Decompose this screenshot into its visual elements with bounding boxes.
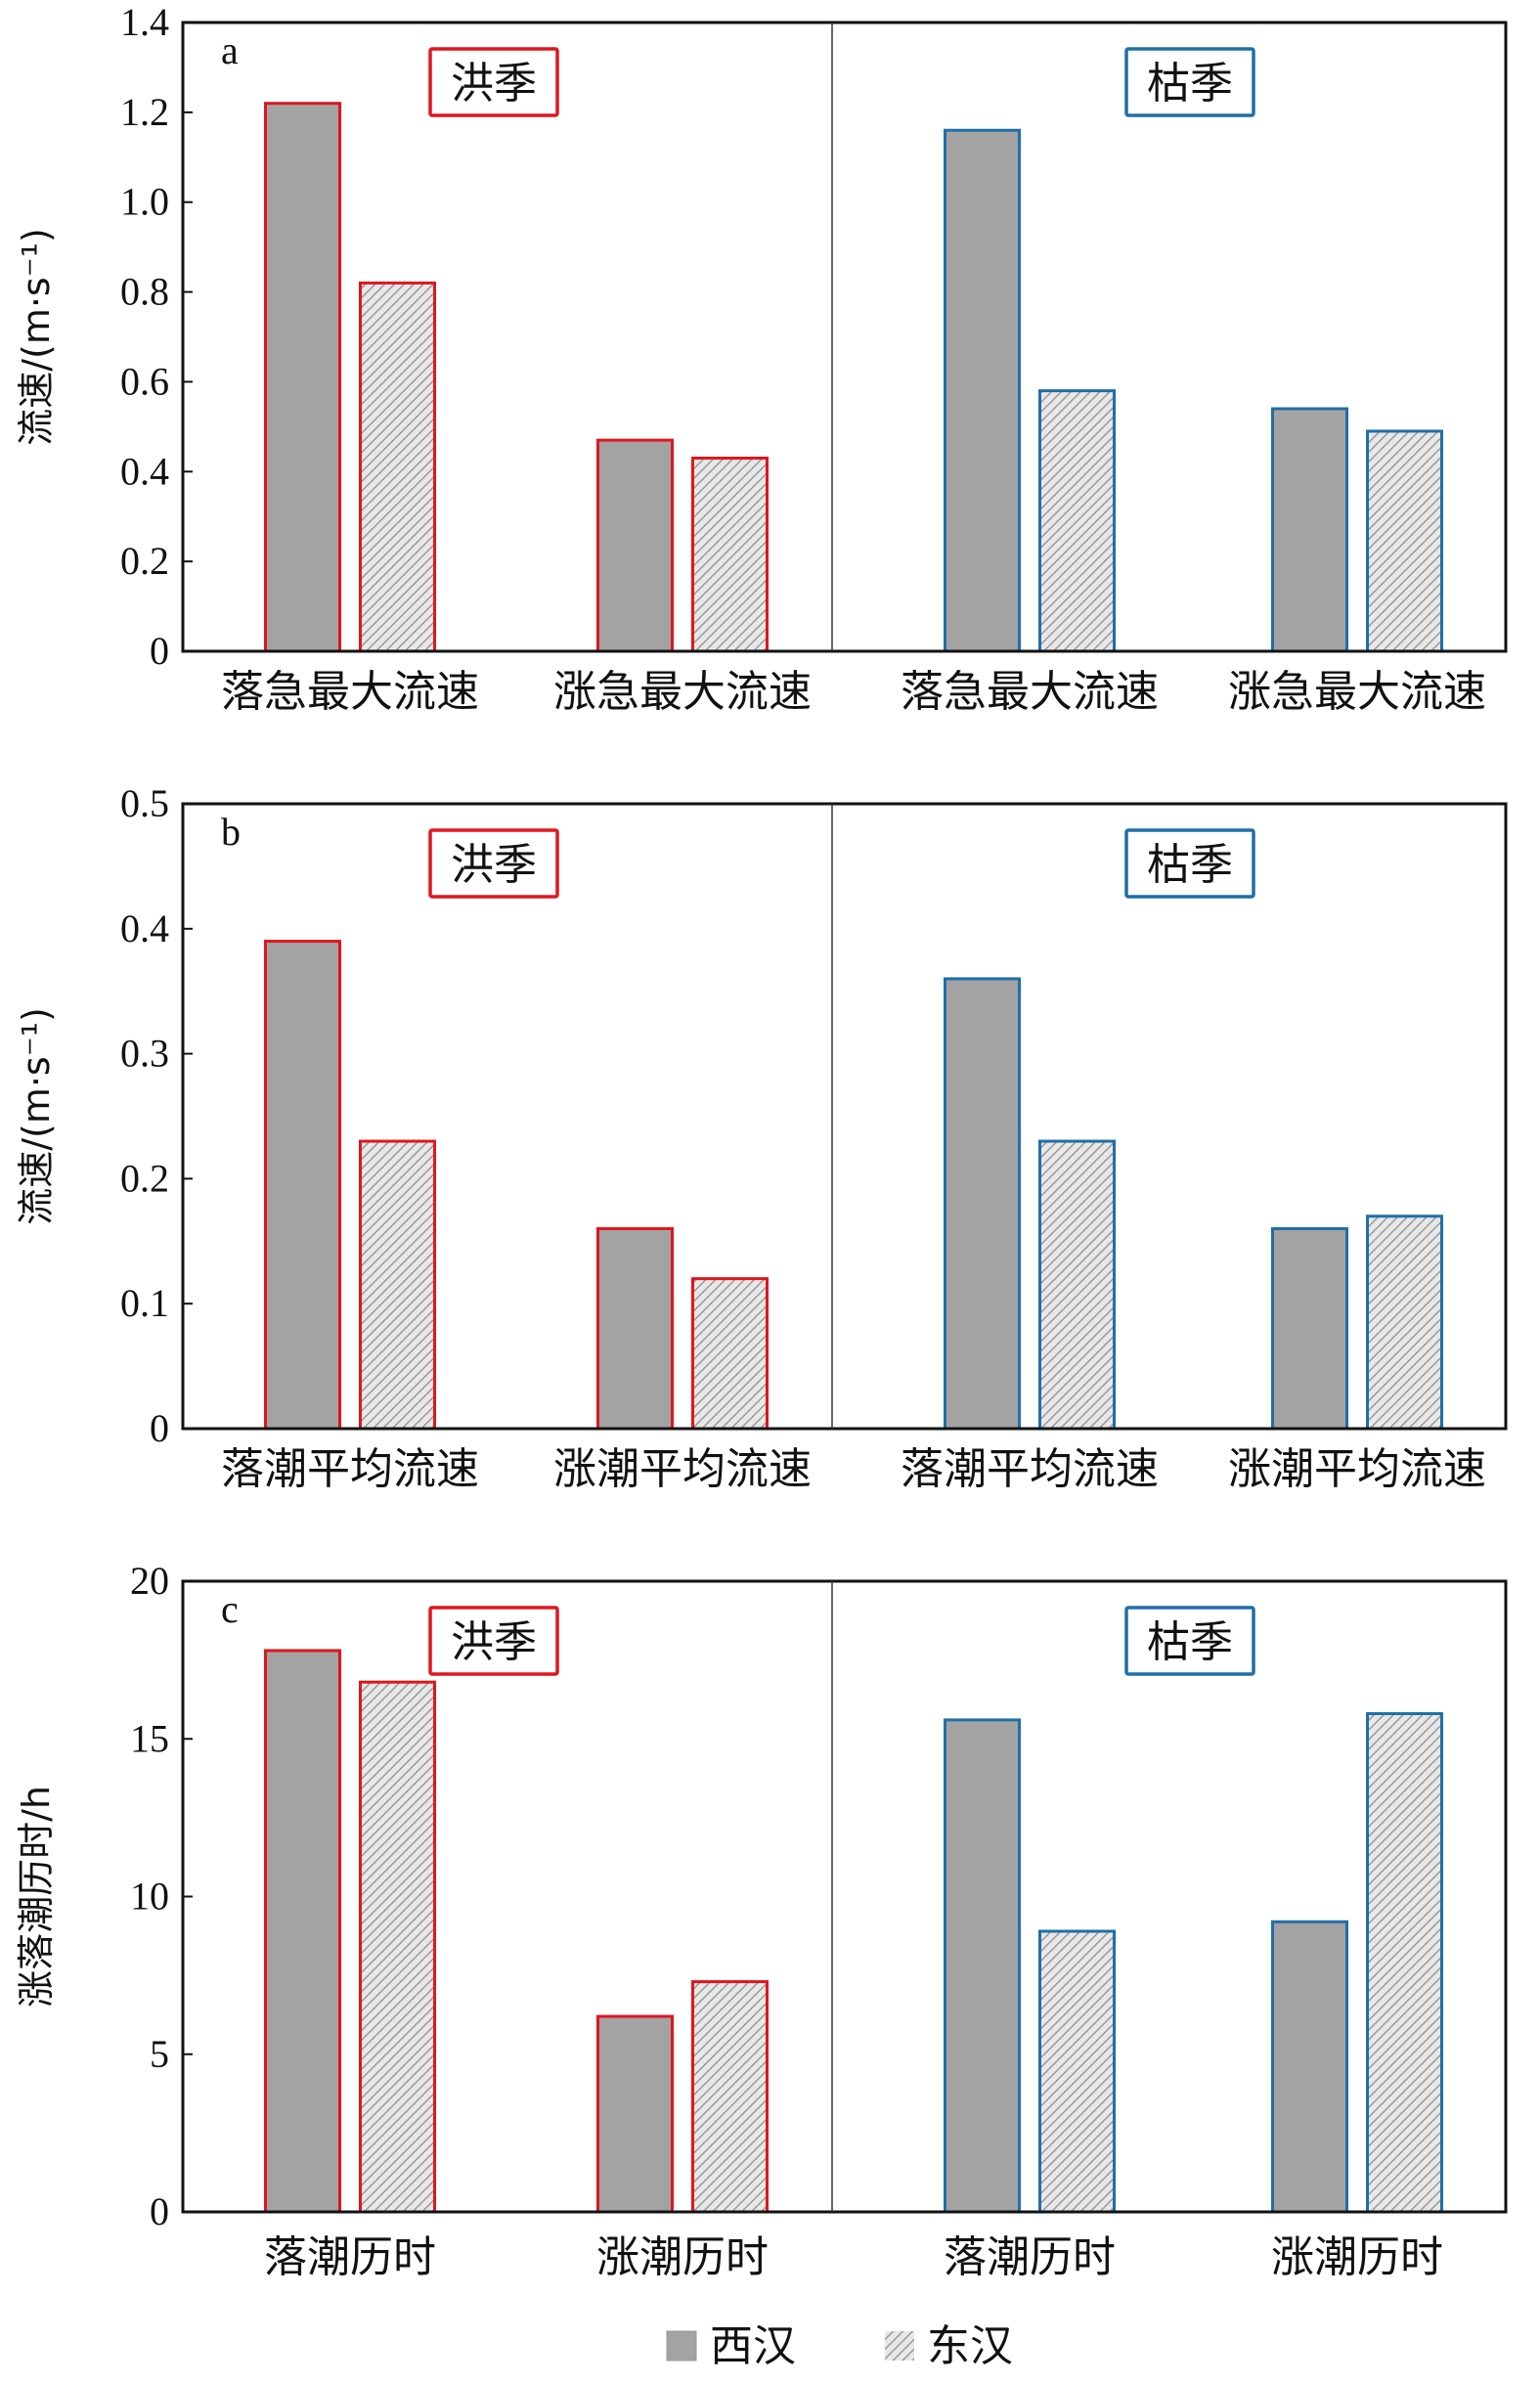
season-box-b-0 (428, 828, 559, 899)
bar-c-donghan-1 (691, 1980, 769, 2214)
category-label-c-2: 落潮历时 (944, 2232, 1116, 2282)
bar-c-xihan-0 (264, 1649, 341, 2214)
y-axis-label-b: 流速/(m·s⁻¹) (15, 1007, 58, 1225)
bar-a-xihan-2 (944, 128, 1021, 653)
season-label-b-1: 枯季 (1147, 840, 1233, 890)
bar-a-donghan-3 (1366, 429, 1443, 653)
y-tick-label-a-4: 0.8 (120, 270, 169, 314)
bar-b-donghan-2 (1038, 1139, 1116, 1431)
y-tick-label-a-0: 0 (150, 629, 169, 673)
category-label-a-2: 落急最大流速 (901, 667, 1159, 717)
season-box-c-1 (1124, 1606, 1255, 1676)
legend-label-0: 西汉 (710, 2321, 796, 2371)
y-tick-label-b-2: 0.2 (120, 1156, 169, 1200)
bar-a-donghan-1 (691, 457, 769, 653)
y-tick-label-a-6: 1.2 (120, 90, 169, 134)
y-tick-label-a-2: 0.4 (120, 449, 169, 493)
bar-b-donghan-0 (359, 1139, 436, 1431)
category-label-c-1: 涨潮历时 (596, 2232, 769, 2282)
chart-panel-b: 落潮平均流速 涨潮平均流速 落潮平均流速 涨潮平均流速 0 0.1 0.2 0.3 0.4 0.5… (15, 781, 1508, 1494)
legend-swatch-0 (666, 2330, 697, 2362)
plot-frame-a (181, 21, 1508, 653)
category-label-b-3: 涨潮平均流速 (1228, 1444, 1486, 1494)
season-box-b-1 (1124, 828, 1255, 899)
bar-b-xihan-3 (1271, 1227, 1348, 1431)
bar-a-xihan-3 (1271, 407, 1348, 653)
y-tick-label-c-0: 0 (150, 2189, 169, 2233)
bar-a-donghan-0 (359, 281, 436, 653)
season-label-b-0: 洪季 (451, 840, 537, 890)
panel-letter-a: a (221, 28, 239, 72)
category-label-b-0: 落潮平均流速 (221, 1444, 479, 1494)
plot-frame-b (181, 802, 1508, 1431)
category-label-b-1: 涨潮平均流速 (553, 1444, 812, 1494)
y-tick-label-c-2: 10 (130, 1875, 169, 1919)
category-label-a-1: 涨急最大流速 (553, 667, 812, 717)
season-box-a-1 (1124, 47, 1255, 117)
y-tick-label-c-4: 20 (130, 1559, 169, 1603)
legend-swatch-1 (885, 2331, 914, 2361)
bar-a-donghan-2 (1038, 389, 1116, 653)
season-label-c-1: 枯季 (1147, 1617, 1233, 1667)
y-tick-label-b-1: 0.1 (120, 1281, 169, 1325)
y-tick-label-c-1: 5 (150, 2032, 169, 2076)
y-axis-label-a: 流速/(m·s⁻¹) (15, 228, 58, 446)
bar-c-donghan-3 (1366, 1711, 1443, 2214)
bar-c-xihan-1 (596, 2014, 674, 2214)
season-box-a-0 (428, 47, 559, 117)
panel-letter-b: b (221, 810, 241, 854)
season-label-a-1: 枯季 (1147, 59, 1233, 109)
legend-label-1: 东汉 (927, 2321, 1013, 2371)
bar-c-xihan-3 (1271, 1920, 1348, 2214)
y-tick-label-b-4: 0.4 (120, 906, 169, 950)
chart-panel-c: 落潮历时 涨潮历时 落潮历时 涨潮历时 0 5 10 15 20 涨落潮历时/h c 洪季 枯季 (15, 1559, 1508, 2282)
season-label-c-0: 洪季 (451, 1617, 537, 1667)
season-label-a-0: 洪季 (451, 59, 537, 109)
chart-panel-a: 落急最大流速 涨急最大流速 落急最大流速 涨急最大流速 0 0.2 0.4 0.6 0.8 1.0… (15, 0, 1508, 717)
y-axis-label-c: 涨落潮历时/h (15, 1786, 58, 2008)
y-tick-label-a-5: 1.0 (120, 180, 169, 224)
bar-b-donghan-1 (691, 1277, 769, 1431)
y-tick-label-c-3: 15 (130, 1716, 169, 1760)
category-label-a-3: 涨急最大流速 (1228, 667, 1486, 717)
y-tick-label-b-3: 0.3 (120, 1032, 169, 1076)
y-tick-label-a-7: 1.4 (120, 0, 169, 44)
bar-b-donghan-3 (1366, 1214, 1443, 1431)
legend: 西汉 东汉 (666, 2321, 1013, 2371)
category-label-a-0: 落急最大流速 (221, 667, 479, 717)
category-label-c-3: 涨潮历时 (1271, 2232, 1443, 2282)
bar-c-donghan-2 (1038, 1929, 1116, 2214)
y-tick-label-a-1: 0.2 (120, 539, 169, 583)
category-label-c-0: 落潮历时 (264, 2232, 436, 2282)
bar-b-xihan-0 (264, 940, 341, 1431)
bar-c-donghan-0 (359, 1680, 436, 2214)
season-box-c-0 (428, 1606, 559, 1676)
bar-a-xihan-1 (596, 438, 674, 653)
panel-letter-c: c (221, 1587, 239, 1631)
bar-a-xihan-0 (264, 102, 341, 653)
bar-c-xihan-2 (944, 1718, 1021, 2214)
bar-b-xihan-1 (596, 1227, 674, 1431)
category-label-b-2: 落潮平均流速 (901, 1444, 1159, 1494)
y-tick-label-b-5: 0.5 (120, 781, 169, 825)
y-tick-label-b-0: 0 (150, 1406, 169, 1450)
bar-b-xihan-2 (944, 977, 1021, 1431)
y-tick-label-a-3: 0.6 (120, 359, 169, 403)
